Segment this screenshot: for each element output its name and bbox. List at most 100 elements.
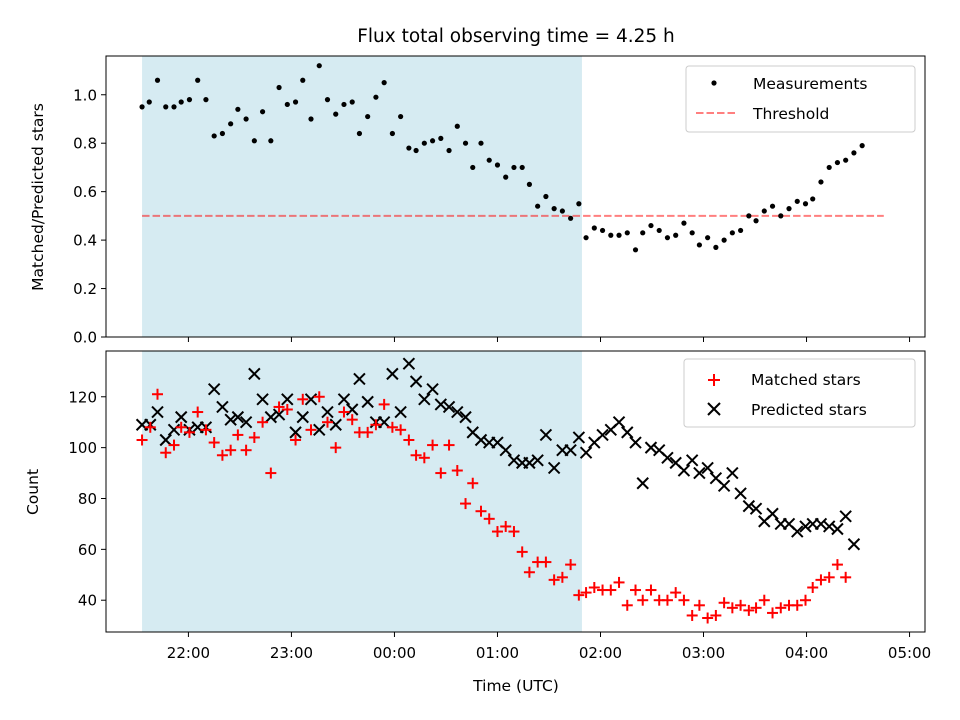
predicted-star-point	[523, 456, 536, 470]
predicted-star-point	[216, 400, 229, 414]
bottom-panel-frame	[105, 350, 926, 633]
matched-star-point	[248, 431, 260, 443]
measurement-point	[753, 218, 759, 224]
measurement-point	[843, 157, 849, 163]
measurement-point	[284, 101, 290, 108]
predicted-star-stroke	[822, 520, 836, 533]
predicted-star-stroke	[231, 410, 245, 424]
matched-star-point	[831, 559, 843, 571]
predicted-star-stroke	[256, 393, 269, 406]
predicted-star-stroke	[321, 405, 334, 419]
matched-star-point	[240, 444, 252, 456]
measurement-point	[778, 213, 784, 219]
matched-star-point	[208, 437, 220, 449]
matched-star-point	[718, 597, 730, 609]
predicted-star-stroke	[174, 410, 188, 424]
measurement-point	[389, 130, 395, 137]
predicted-star-stroke	[239, 415, 253, 429]
measurement-point	[802, 201, 809, 207]
measurement-point	[251, 138, 257, 144]
matched-star-point	[565, 559, 577, 571]
predicted-star-point	[564, 443, 577, 457]
predicted-star-stroke	[564, 443, 577, 457]
top-legend-box	[685, 65, 916, 133]
predicted-star-point	[831, 522, 844, 536]
matched-stars-points	[136, 388, 852, 624]
predicted-star-point	[289, 426, 302, 439]
predicted-star-stroke	[791, 525, 804, 538]
predicted-star-stroke	[685, 454, 699, 467]
predicted-star-stroke	[434, 398, 448, 411]
predicted-star-point	[151, 405, 164, 419]
predicted-star-stroke	[167, 423, 181, 437]
predicted-star-stroke	[653, 443, 666, 457]
predicted-star-stroke	[272, 408, 286, 421]
matched-star-point	[144, 421, 156, 433]
predicted-star-point	[409, 375, 423, 388]
measurement-point	[308, 116, 314, 122]
measurement-point	[632, 247, 639, 253]
predicted-star-point	[726, 466, 739, 480]
predicted-star-stroke	[353, 372, 366, 386]
predicted-star-point	[239, 415, 253, 429]
matched-star-point	[330, 442, 342, 454]
matched-star-point	[807, 581, 819, 593]
measurement-point	[470, 164, 476, 171]
predicted-star-point	[539, 428, 553, 442]
matched-star-point	[418, 452, 430, 464]
matched-star-point	[500, 520, 512, 532]
matched-star-point	[637, 594, 649, 606]
predicted-star-point	[256, 393, 269, 406]
y-tick-label: 0.8	[73, 135, 97, 153]
measurement-point	[640, 230, 646, 236]
matched-star-point	[661, 594, 673, 606]
matched-star-point	[573, 589, 585, 601]
predicted-star-point	[766, 507, 779, 520]
predicted-star-point	[248, 367, 261, 381]
measurement-point	[511, 164, 517, 171]
predicted-star-stroke	[296, 410, 309, 424]
predicted-star-stroke	[329, 418, 342, 431]
matched-star-point	[475, 505, 487, 517]
legend-matched-marker	[708, 374, 720, 386]
observing-window-span	[142, 351, 582, 632]
predicted-star-stroke	[799, 520, 812, 533]
predicted-star-point	[531, 454, 544, 467]
matched-star-point	[758, 594, 770, 606]
matched-star-point	[556, 571, 568, 583]
predicted-star-point	[329, 418, 342, 431]
measurement-point	[398, 113, 404, 120]
measurement-point	[356, 130, 363, 137]
predicted-star-point	[749, 502, 763, 515]
measurement-point	[526, 181, 533, 187]
measurement-point	[146, 99, 152, 105]
predicted-star-point	[377, 415, 391, 429]
matched-star-point	[540, 556, 552, 568]
y-tick-label: 0.2	[73, 280, 97, 298]
matched-star-point	[216, 449, 228, 461]
measurement-point	[551, 206, 557, 212]
matched-star-point	[686, 609, 698, 621]
measurement-point	[446, 147, 452, 154]
predicted-star-stroke	[224, 413, 237, 426]
predicted-star-stroke	[418, 393, 431, 406]
measurement-point	[163, 104, 169, 110]
matched-star-point	[508, 526, 520, 538]
matched-star-point	[823, 571, 835, 583]
measurement-point	[219, 130, 226, 137]
matched-star-point	[605, 584, 617, 596]
predicted-star-point	[799, 520, 812, 533]
measurement-point	[599, 227, 606, 234]
x-tick-label: 05:00	[888, 644, 931, 662]
predicted-star-point	[629, 436, 642, 449]
matched-star-point	[305, 424, 317, 436]
predicted-star-point	[353, 372, 366, 386]
matched-star-point	[460, 498, 472, 510]
measurement-point	[729, 230, 735, 236]
predicted-star-stroke	[661, 451, 674, 465]
measurement-point	[406, 145, 412, 151]
measurement-point	[454, 123, 460, 129]
x-tick-label: 22:00	[167, 644, 210, 662]
measurement-point	[349, 99, 355, 105]
predicted-star-stroke	[264, 410, 278, 424]
